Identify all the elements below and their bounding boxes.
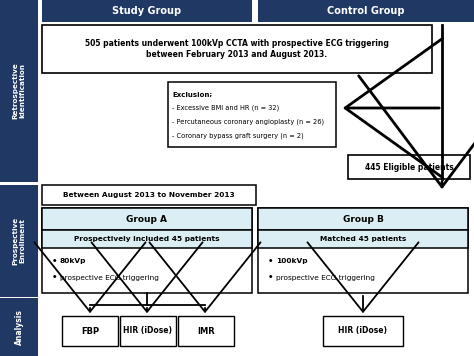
Bar bbox=[42, 208, 252, 293]
Text: Exclusion;: Exclusion; bbox=[172, 92, 212, 98]
Text: IMR: IMR bbox=[197, 326, 215, 335]
Bar bbox=[0, 0, 38, 182]
Bar bbox=[258, 230, 468, 248]
Text: •: • bbox=[52, 257, 57, 266]
Bar bbox=[42, 0, 252, 22]
Text: Group A: Group A bbox=[127, 215, 167, 224]
Bar bbox=[178, 316, 234, 346]
Bar bbox=[0, 298, 38, 356]
Text: Matched 45 patients: Matched 45 patients bbox=[320, 236, 406, 242]
Text: •: • bbox=[268, 273, 273, 283]
Bar bbox=[168, 82, 336, 147]
Text: 445 Eligible patients: 445 Eligible patients bbox=[365, 162, 453, 172]
Bar bbox=[120, 316, 176, 346]
Bar bbox=[348, 155, 470, 179]
Text: Study Group: Study Group bbox=[112, 6, 182, 16]
Text: Analysis: Analysis bbox=[15, 309, 24, 345]
Text: Prospectively included 45 patients: Prospectively included 45 patients bbox=[74, 236, 220, 242]
Text: - Excessive BMI and HR (n = 32): - Excessive BMI and HR (n = 32) bbox=[172, 105, 279, 111]
Text: Group B: Group B bbox=[343, 215, 383, 224]
Text: - Percutaneous coronary angioplasty (n = 26): - Percutaneous coronary angioplasty (n =… bbox=[172, 119, 324, 125]
Text: •: • bbox=[268, 257, 273, 266]
Text: HIR (iDose): HIR (iDose) bbox=[338, 326, 388, 335]
Text: - Coronary bypass graft surgery (n = 2): - Coronary bypass graft surgery (n = 2) bbox=[172, 133, 304, 139]
Bar bbox=[62, 316, 118, 346]
Text: prospective ECG triggering: prospective ECG triggering bbox=[60, 275, 159, 281]
Text: 100kVp: 100kVp bbox=[276, 258, 308, 264]
Bar bbox=[258, 0, 474, 22]
Text: 80kVp: 80kVp bbox=[60, 258, 86, 264]
Text: HIR (iDose): HIR (iDose) bbox=[124, 326, 173, 335]
Bar bbox=[42, 25, 432, 73]
Bar bbox=[0, 185, 38, 297]
Text: •: • bbox=[52, 273, 57, 283]
Text: 505 patients underwent 100kVp CCTA with prospective ECG triggering
between Febru: 505 patients underwent 100kVp CCTA with … bbox=[85, 39, 389, 59]
Text: Retrospective
Identification: Retrospective Identification bbox=[12, 63, 26, 119]
Text: Prospective
Enrollment: Prospective Enrollment bbox=[12, 217, 26, 265]
Text: Between August 2013 to November 2013: Between August 2013 to November 2013 bbox=[63, 192, 235, 198]
Bar bbox=[42, 208, 252, 230]
Bar bbox=[258, 208, 468, 293]
Text: Control Group: Control Group bbox=[327, 6, 405, 16]
Text: FBP: FBP bbox=[81, 326, 99, 335]
Bar bbox=[323, 316, 403, 346]
Text: prospective ECG triggering: prospective ECG triggering bbox=[276, 275, 375, 281]
Bar bbox=[42, 230, 252, 248]
Bar bbox=[42, 185, 256, 205]
Bar bbox=[258, 208, 468, 230]
